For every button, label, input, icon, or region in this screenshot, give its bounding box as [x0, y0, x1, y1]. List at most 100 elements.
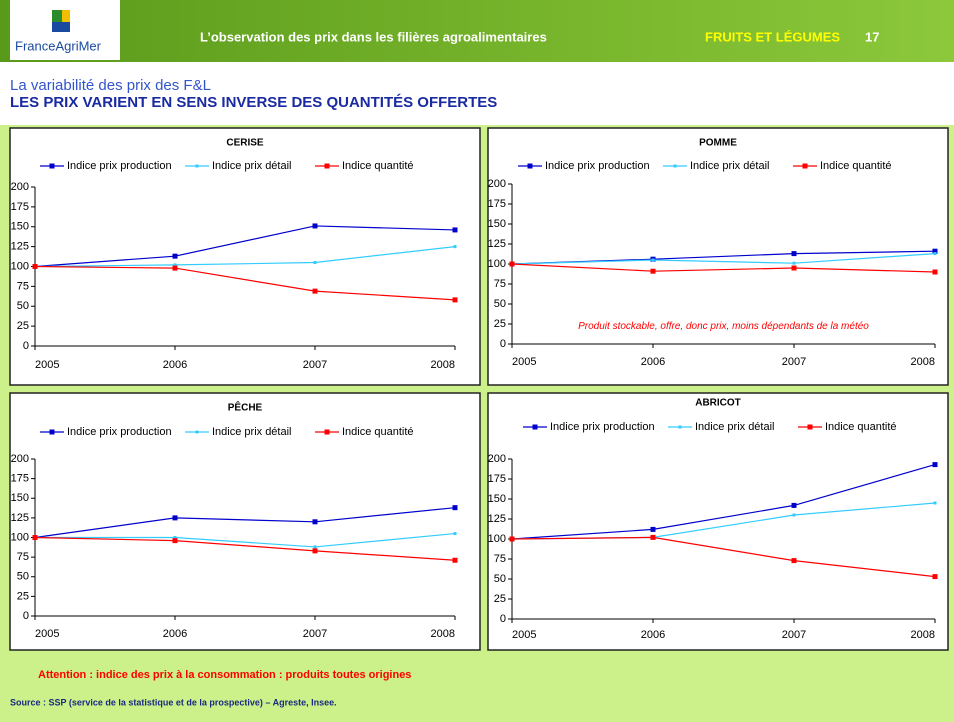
data-point	[452, 227, 458, 233]
y-tick-label: 175	[11, 201, 29, 213]
legend-label: Indice prix production	[67, 160, 172, 172]
y-tick-label: 200	[11, 181, 29, 193]
y-tick-label: 75	[494, 278, 506, 290]
data-point	[312, 548, 318, 554]
data-point	[791, 265, 797, 271]
legend-label: Indice prix détail	[212, 426, 292, 438]
data-point	[453, 532, 457, 536]
data-point	[313, 545, 317, 549]
data-point	[932, 574, 938, 580]
data-point	[650, 268, 656, 274]
data-point	[172, 253, 178, 259]
data-point	[452, 557, 458, 563]
footer-note: Attention : indice des prix à la consomm…	[38, 669, 411, 681]
chart-title: POMME	[699, 138, 737, 149]
legend-label: Indice prix production	[550, 421, 655, 433]
x-tick-label: 2007	[782, 356, 806, 368]
data-point	[792, 513, 796, 517]
y-tick-label: 125	[488, 238, 506, 250]
y-tick-label: 100	[11, 531, 29, 543]
x-tick-label: 2007	[782, 629, 806, 641]
y-tick-label: 75	[17, 280, 29, 292]
y-tick-label: 75	[494, 553, 506, 565]
legend-marker	[49, 429, 55, 435]
logo-icon	[62, 10, 70, 22]
y-tick-label: 25	[494, 593, 506, 605]
data-point	[791, 251, 797, 257]
y-tick-label: 0	[500, 338, 506, 350]
data-point	[509, 536, 515, 542]
data-point	[452, 297, 458, 303]
series-line	[34, 225, 456, 268]
y-tick-label: 200	[11, 453, 29, 465]
data-point	[173, 263, 177, 267]
data-point	[32, 264, 38, 269]
data-point	[173, 536, 177, 539]
series-line	[34, 507, 456, 539]
data-point	[791, 558, 797, 564]
data-point	[313, 261, 317, 265]
legend-label: Indice quantité	[825, 421, 897, 433]
legend-label: Indice quantité	[342, 426, 414, 438]
data-point	[312, 519, 318, 525]
data-point	[932, 269, 938, 275]
y-tick-label: 150	[11, 221, 29, 233]
data-point	[312, 223, 318, 229]
y-tick-label: 100	[488, 533, 506, 545]
subtitle-band	[0, 62, 954, 125]
data-point	[172, 515, 178, 521]
y-tick-label: 200	[488, 453, 506, 465]
legend-label: Indice quantité	[820, 160, 892, 172]
series-line	[35, 532, 456, 548]
x-tick-label: 2008	[911, 356, 935, 368]
y-tick-label: 25	[17, 320, 29, 332]
chart-title: ABRICOT	[695, 398, 741, 409]
y-tick-label: 150	[11, 492, 29, 504]
series-line	[511, 536, 936, 578]
legend-label: Indice prix production	[545, 160, 650, 172]
x-tick-label: 2007	[303, 359, 327, 371]
x-tick-label: 2005	[35, 628, 59, 640]
annotation: Produit stockable, offre, donc prix, moi…	[578, 321, 869, 332]
x-tick-label: 2008	[431, 359, 455, 371]
legend-marker	[324, 429, 330, 435]
y-tick-label: 50	[494, 298, 506, 310]
legend-marker	[195, 164, 199, 168]
y-tick-label: 125	[488, 513, 506, 525]
data-point	[452, 505, 458, 511]
y-tick-label: 175	[11, 473, 29, 485]
x-tick-label: 2007	[303, 628, 327, 640]
chart-title: CERISE	[226, 138, 264, 149]
legend-label: Indice prix détail	[212, 160, 292, 172]
y-tick-label: 0	[23, 340, 29, 352]
x-tick-label: 2006	[641, 629, 665, 641]
x-tick-label: 2006	[641, 356, 665, 368]
x-tick-label: 2005	[35, 359, 59, 371]
y-tick-label: 75	[17, 551, 29, 563]
chart-box	[9, 127, 481, 386]
data-point	[792, 261, 796, 265]
y-tick-label: 0	[500, 613, 506, 625]
data-point	[651, 258, 655, 262]
legend-label: Indice prix production	[67, 426, 172, 438]
legend-marker	[673, 164, 677, 168]
data-point	[650, 526, 656, 532]
data-point	[509, 261, 515, 267]
x-tick-label: 2006	[163, 628, 187, 640]
legend-label: Indice prix détail	[690, 160, 770, 172]
series-line	[34, 265, 456, 301]
y-tick-label: 50	[17, 300, 29, 312]
legend-label: Indice prix détail	[695, 421, 775, 433]
data-point	[312, 288, 318, 294]
data-point	[933, 252, 937, 256]
footer-source: Source : SSP (service de la statistique …	[10, 697, 337, 707]
data-point	[650, 534, 656, 540]
y-tick-label: 125	[11, 512, 29, 524]
legend-marker	[527, 163, 533, 169]
x-tick-label: 2008	[431, 628, 455, 640]
data-point	[172, 265, 178, 271]
header-section: FRUITS ET LÉGUMES	[705, 29, 840, 44]
legend-marker	[195, 430, 199, 434]
header-bar	[0, 0, 954, 62]
